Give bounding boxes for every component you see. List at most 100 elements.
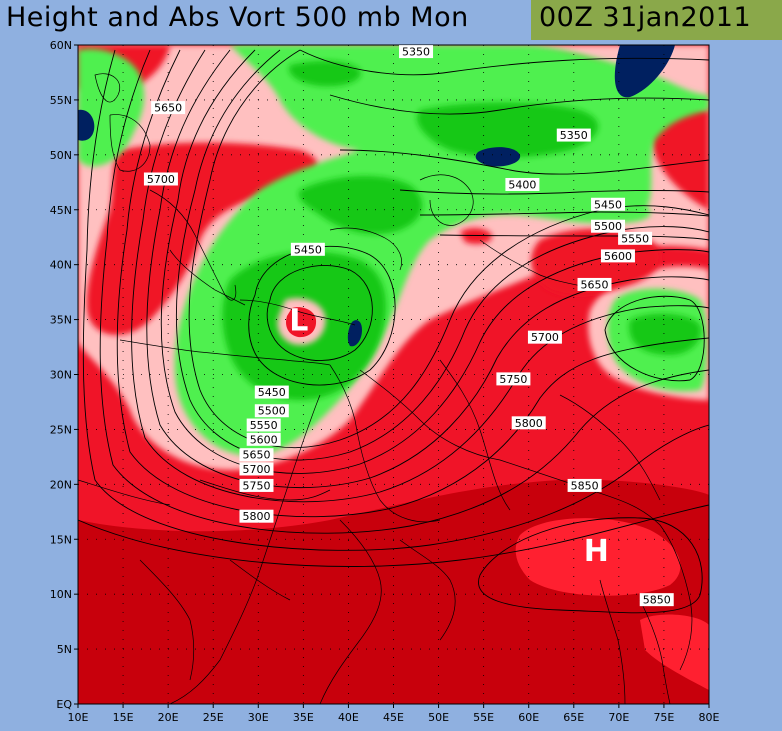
contour-label: 5350 [556, 128, 591, 142]
x-tick-labels: 10E 15E 20E 25E 30E 35E 40E 45E 50E 55E 60E 65E 70E 7… [68, 704, 720, 724]
contour-label-text: 5600 [250, 433, 278, 446]
contour-label-text: 5500 [594, 220, 622, 233]
x-tick-label: 20E [158, 711, 179, 724]
contour-label-text: 5450 [258, 386, 286, 399]
contour-label: 5850 [567, 478, 602, 492]
contour-label-box [151, 101, 186, 115]
y-tick-label: 25N [50, 423, 72, 436]
contour-label-text: 5800 [242, 510, 270, 523]
x-tick-label: 35E [293, 711, 314, 724]
contour-label: 5500 [591, 219, 626, 233]
y-tick-label: EQ [56, 698, 72, 711]
y-tick-label: 5N [57, 643, 72, 656]
contour-label: 5650 [577, 277, 612, 291]
contour-label-text: 5700 [147, 173, 175, 186]
contour-label-box [639, 593, 674, 607]
contour-label-box [239, 478, 274, 492]
contour-label: 5600 [246, 432, 281, 446]
contour-label: 5350 [399, 45, 434, 59]
y-tick-label: 55N [50, 94, 72, 107]
y-tick-label: 40N [50, 259, 72, 272]
x-tick-label: 70E [608, 711, 629, 724]
contour-label: 5850 [639, 593, 674, 607]
x-tick-label: 30E [248, 711, 269, 724]
contour-label: 5450 [254, 385, 289, 399]
contour-label-box [591, 197, 626, 211]
high-pressure-marker: H [584, 534, 609, 569]
contour-label: 5800 [511, 416, 546, 430]
x-tick-label: 10E [68, 711, 89, 724]
y-tick-labels: 60N 55N 50N 45N 40N 35N 30N 25N 20N 15N 10N 5N EQ [50, 39, 78, 711]
contour-label-box [246, 432, 281, 446]
contour-label-box [496, 372, 531, 386]
contour-label-box [254, 404, 289, 418]
contour-label-text: 5400 [508, 178, 536, 191]
contour-label-box [556, 128, 591, 142]
y-tick-label: 10N [50, 588, 72, 601]
contour-label-box [239, 462, 274, 476]
contour-label: 5550 [618, 231, 653, 245]
contour-label-text: 5350 [560, 129, 588, 142]
contour-label: 5500 [254, 404, 289, 418]
y-tick-label: 30N [50, 369, 72, 382]
map-date: 00Z 31jan2011 [539, 2, 752, 33]
pressure-centers: LH [289, 304, 609, 570]
contour-label-box [399, 45, 434, 59]
contour-label: 5800 [239, 509, 274, 523]
y-tick-label: 35N [50, 314, 72, 327]
contour-label-box [511, 416, 546, 430]
contour-label: 5700 [239, 462, 274, 476]
x-tick-label: 40E [338, 711, 359, 724]
y-tick-label: 45N [50, 204, 72, 217]
coastlines [78, 73, 693, 704]
contour-label-text: 5800 [515, 417, 543, 430]
x-tick-label: 60E [518, 711, 539, 724]
contour-label-text: 5650 [581, 278, 609, 291]
contour-label-box [290, 242, 325, 256]
low-pressure-marker: L [289, 304, 308, 339]
lat-lon-grid [78, 45, 709, 704]
date-box: 00Z 31jan2011 [531, 0, 782, 40]
contour-label-box [600, 249, 635, 263]
contour-label: 5450 [290, 242, 325, 256]
x-tick-label: 65E [563, 711, 584, 724]
contour-label-text: 5600 [604, 250, 632, 263]
x-tick-label: 45E [383, 711, 404, 724]
contour-label-text: 5450 [594, 198, 622, 211]
contour-label-box [577, 277, 612, 291]
contour-label-box [143, 172, 178, 186]
x-tick-label: 80E [699, 711, 720, 724]
contour-label-text: 5650 [242, 449, 270, 462]
contour-label: 5450 [591, 197, 626, 211]
contour-label-text: 5850 [643, 594, 671, 607]
height-contours [78, 49, 709, 614]
contour-label-text: 5750 [499, 373, 527, 386]
contour-label-text: 5700 [242, 463, 270, 476]
contour-label-text: 5350 [402, 46, 430, 59]
contour-label-box [239, 509, 274, 523]
y-tick-label: 20N [50, 478, 72, 491]
map-title: Height and Abs Vort 500 mb Mon [6, 2, 469, 33]
contour-label: 5600 [600, 249, 635, 263]
contour-label-box [618, 231, 653, 245]
contour-label-text: 5550 [250, 419, 278, 432]
contour-label-box [246, 418, 281, 432]
contour-label: 5400 [505, 177, 540, 191]
contour-label: 5650 [151, 101, 186, 115]
contour-label-text: 5700 [531, 331, 559, 344]
contour-label-box [505, 177, 540, 191]
contour-label: 5650 [239, 448, 274, 462]
contour-label-box [591, 219, 626, 233]
contour-label: 5550 [246, 418, 281, 432]
y-tick-label: 60N [50, 39, 72, 52]
x-tick-label: 75E [653, 711, 674, 724]
contour-label-box [254, 385, 289, 399]
y-tick-label: 15N [50, 533, 72, 546]
contour-label-box [527, 330, 562, 344]
contour-label-text: 5500 [258, 405, 286, 418]
contour-label: 5750 [496, 372, 531, 386]
x-tick-label: 55E [473, 711, 494, 724]
contour-label: 5700 [143, 172, 178, 186]
